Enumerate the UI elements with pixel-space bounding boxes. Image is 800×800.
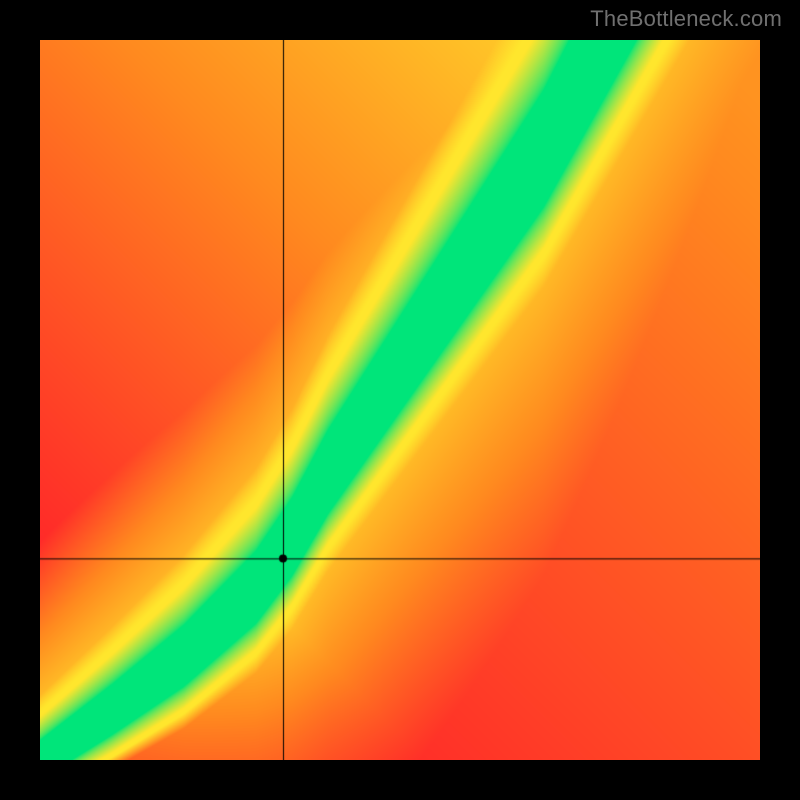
heatmap-canvas [40,40,760,760]
watermark-text: TheBottleneck.com [590,6,782,32]
chart-container: TheBottleneck.com [0,0,800,800]
heatmap-canvas-wrap [40,40,760,760]
